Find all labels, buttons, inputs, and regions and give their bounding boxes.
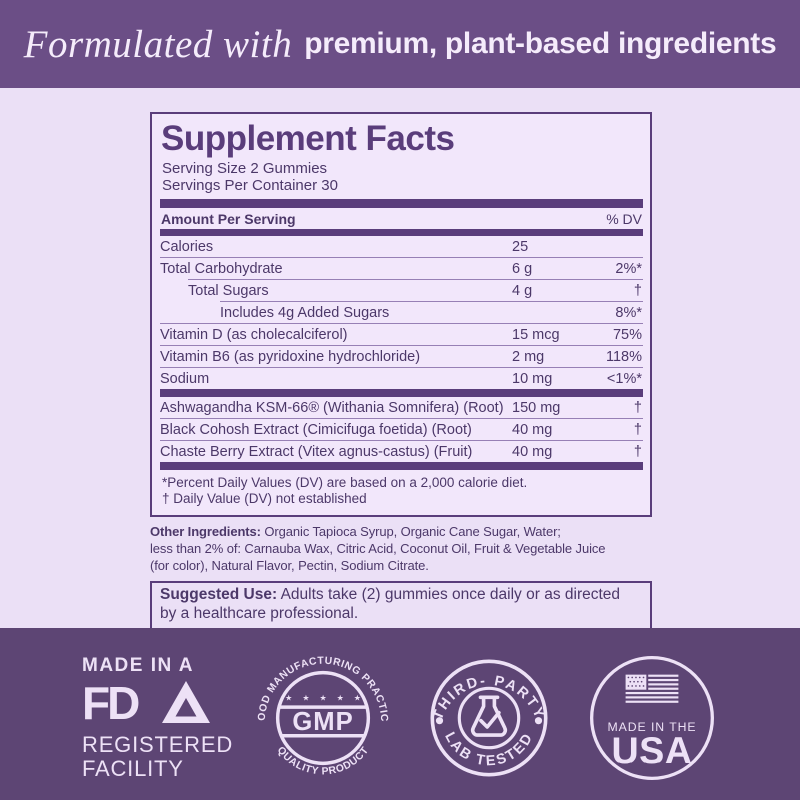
row-separator (160, 440, 643, 441)
facts-table: Calories 25 Total Carbohydrate 6 g 2%* Total … (160, 236, 643, 470)
fda-badge-top-text: MADE IN A (82, 655, 195, 676)
row-name: Black Cohosh Extract (Cimicifuga foetida… (160, 421, 472, 438)
serving-size: Serving Size 2 Gummies (162, 160, 328, 177)
row-name: Chaste Berry Extract (Vitex agnus-castus… (160, 443, 473, 460)
row-name: Calories (160, 238, 214, 255)
row-dv: 118% (605, 348, 642, 365)
row-name: Vitamin B6 (as pyridoxine hydrochloride) (160, 348, 421, 365)
usa-small-text: MADE IN THE (607, 720, 696, 734)
label-body: Supplement Facts Serving Size 2 Gummies … (0, 88, 800, 630)
supplement-facts-panel: Supplement Facts Serving Size 2 Gummies … (150, 112, 652, 517)
row-amount: 40 mg (512, 421, 553, 438)
table-row: Total Sugars 4 g † (160, 280, 643, 301)
row-separator (188, 279, 643, 280)
divider-bar (160, 199, 643, 208)
table-row: Sodium 10 mg <1%* (160, 368, 643, 389)
row-separator (160, 345, 643, 346)
suggested-use-box: Suggested Use: Adults take (2) gummies o… (150, 581, 652, 630)
row-separator (160, 367, 643, 368)
banner-italic-text: Formulated with (23, 22, 293, 66)
table-row: Vitamin D (as cholecalciferol) 15 mcg 75% (160, 324, 643, 345)
footnote-dagger: † Daily Value (DV) not established (162, 491, 367, 506)
table-row: Total Carbohydrate 6 g 2%* (160, 258, 643, 279)
row-dv: 2%* (615, 260, 642, 277)
certification-badges-band: MADE IN A FD REGISTERED FACILITY GOOD MA… (0, 628, 800, 800)
footnotes: *Percent Daily Values (DV) are based on … (160, 470, 643, 509)
table-row: Chaste Berry Extract (Vitex agnus-castus… (160, 441, 643, 462)
usa-outer-circle (590, 656, 714, 780)
fda-badge-registered-text: REGISTERED (82, 732, 234, 757)
row-amount: 150 mg (512, 399, 561, 416)
fda-logo: FD (82, 677, 220, 730)
panel-title: Supplement Facts (161, 119, 455, 158)
row-amount: 25 (512, 238, 529, 255)
row-name: Sodium (160, 370, 210, 387)
row-amount: 15 mcg (512, 326, 560, 343)
row-amount: 6 g (512, 260, 533, 277)
other-ingredients-label: Other Ingredients: (150, 524, 261, 539)
fda-a-letter (162, 681, 210, 723)
row-name: Total Carbohydrate (160, 260, 283, 277)
lab-outer-circle (430, 659, 548, 777)
suggested-use-text: Adults take (2) gummies once daily or as… (160, 586, 621, 622)
row-dv: 75% (612, 326, 642, 343)
banner-bold-text: premium, plant-based ingredients (304, 27, 777, 60)
row-name: Includes 4g Added Sugars (220, 304, 390, 321)
row-separator (160, 257, 643, 258)
divider-bar (160, 229, 643, 236)
fda-logo-letters: FD (82, 679, 139, 725)
gmp-center-text: GMP (292, 708, 353, 736)
suggested-use-label: Suggested Use: (160, 586, 278, 603)
divider-bar (160, 462, 643, 470)
row-amount: 40 mg (512, 443, 553, 460)
table-row: Ashwagandha KSM-66® (Withania Somnifera)… (160, 397, 643, 418)
row-dv: † (633, 421, 642, 438)
gmp-badge: GOOD MANUFACTURING PRACTICE QUALITY PROD… (254, 649, 389, 777)
lab-tested-badge: THIRD- PARTY LAB TESTED (430, 659, 548, 777)
row-dv: 8%* (615, 304, 642, 321)
table-header: Amount Per Serving % DV (160, 208, 643, 229)
dot-icon (435, 717, 444, 725)
percent-dv-label: % DV (606, 211, 642, 227)
fda-logo-icon: FD (82, 677, 210, 729)
fda-badge-facility-text: FACILITY (82, 756, 184, 781)
footnote-dv: *Percent Daily Values (DV) are based on … (162, 475, 528, 490)
fda-badge: MADE IN A FD REGISTERED FACILITY (82, 655, 234, 781)
flask-icon (470, 695, 508, 737)
row-amount: 2 mg (512, 348, 545, 365)
row-separator (220, 301, 643, 302)
servings-per-container: Servings Per Container 30 (162, 177, 338, 194)
row-name: Total Sugars (188, 282, 269, 299)
row-dv: † (633, 443, 642, 460)
amount-per-serving-label: Amount Per Serving (161, 211, 296, 227)
table-row: Calories 25 (160, 236, 643, 257)
lab-inner-circle (457, 686, 521, 750)
row-dv: † (633, 282, 642, 299)
gmp-inner-circle (275, 670, 371, 766)
row-name: Ashwagandha KSM-66® (Withania Somnifera)… (160, 399, 504, 416)
table-row: Black Cohosh Extract (Cimicifuga foetida… (160, 419, 643, 440)
row-dv: <1%* (606, 370, 642, 387)
top-banner: Formulated with premium, plant-based ing… (0, 0, 800, 88)
table-row: Includes 4g Added Sugars 8%* (160, 302, 643, 323)
dot-icon (534, 717, 543, 725)
row-amount: 4 g (512, 282, 533, 299)
us-flag-icon (625, 674, 679, 703)
other-ingredients-text: Organic Tapioca Syrup, Organic Cane Suga… (150, 524, 606, 573)
other-ingredients: Other Ingredients: Organic Tapioca Syrup… (150, 523, 658, 574)
made-in-usa-badge: MADE IN THE USA (590, 656, 714, 780)
row-separator (160, 323, 643, 324)
star-icons: ★ ★ ★ ★ ★ (285, 693, 365, 702)
row-name: Vitamin D (as cholecalciferol) (160, 326, 348, 343)
divider-bar (160, 389, 643, 397)
row-dv: † (633, 399, 642, 416)
usa-big-text: USA (611, 729, 692, 771)
table-row: Vitamin B6 (as pyridoxine hydrochloride)… (160, 346, 643, 367)
row-separator (160, 418, 643, 419)
row-amount: 10 mg (512, 370, 553, 387)
